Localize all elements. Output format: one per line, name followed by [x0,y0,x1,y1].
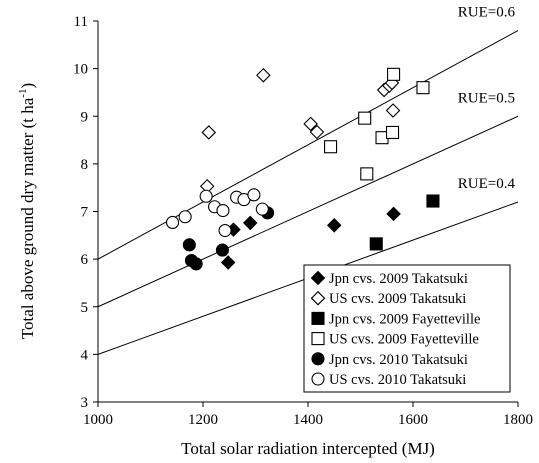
data-point [220,255,236,270]
y-tick-label: 4 [81,347,89,363]
legend-label: US cvs. 2010 Takatsuki [329,372,466,388]
data-point [369,237,383,251]
data-point [247,188,261,202]
legend-marker [311,311,325,325]
series-us-cvs-2010-takatsuki [166,188,269,238]
y-tick-label: 9 [81,109,89,125]
x-tick-label: 1800 [503,412,533,428]
y-axis-title-main: Total above ground dry matter (t ha [18,97,37,339]
y-axis-title-sup: -1 [17,89,29,98]
data-point [178,210,192,224]
x-tick-label: 1400 [293,412,323,428]
data-point [199,189,213,203]
data-point [218,224,232,238]
data-point [201,125,217,140]
data-point [242,215,258,231]
y-tick-label: 7 [81,205,89,221]
y-tick-label: 6 [81,252,89,268]
y-tick-label: 3 [81,395,89,411]
data-point [166,215,180,230]
legend-marker [311,352,325,366]
legend-label: US cvs. 2009 Takatsuki [329,291,466,307]
y-tick-label: 5 [81,300,89,316]
data-point [324,140,338,154]
legend-label: US cvs. 2009 Fayetteville [329,332,479,348]
legend-label: Jpn cvs. 2010 Takatsuki [329,352,468,368]
data-point [255,202,269,216]
rue-line-label: RUE=0.6 [458,5,516,21]
data-point [215,243,229,257]
legend-label: Jpn cvs. 2009 Fayetteville [329,311,480,327]
legend-label: Jpn cvs. 2009 Takatsuki [329,271,468,287]
x-tick-label: 1000 [83,412,113,428]
series-jpn-cvs-2009-fayetteville [369,194,440,251]
x-axis-title: Total solar radiation intercepted (MJ) [181,439,435,458]
data-point [182,238,196,252]
data-point [386,206,401,222]
data-point [385,125,400,139]
y-tick-label: 8 [81,157,89,173]
legend-marker [311,372,325,386]
data-point [426,194,440,208]
data-point [309,124,325,140]
y-axis-title: Total above ground dry matter (t ha-1) [17,83,37,339]
series-jpn-cvs-2010-takatsuki [182,206,275,271]
data-point [326,218,342,233]
legend-marker [310,290,326,306]
rue-line-label: RUE=0.4 [458,176,516,192]
y-tick-label: 11 [74,14,88,30]
data-points [166,67,440,271]
y-axis-title-close: ) [18,83,37,89]
rue-line-rue-0-5 [97,115,519,308]
x-tick-label: 1600 [398,412,428,428]
legend-box [303,264,511,393]
data-point [360,167,374,181]
data-point [303,116,318,132]
legend-marker [311,332,325,346]
axis-ticks: 1000 1200 1400 1600 1800 3 4 5 6 7 8 9 10 11 [73,14,533,428]
data-point [256,68,271,83]
plot-area: RUE=0.6 RUE=0.5 RUE=0.4 1000 1200 1400 1600 18… [73,5,533,428]
data-point [416,81,430,95]
legend: Jpn cvs. 2009 Takatsuki US cvs. 2009 Taka… [303,264,511,393]
legend-marker [310,270,326,286]
data-point [358,111,372,125]
rue-line-label: RUE=0.5 [458,90,515,106]
y-tick-label: 10 [73,62,88,78]
data-point [387,67,401,81]
x-tick-label: 1200 [188,412,218,428]
data-point [189,257,203,271]
series-us-cvs-2009-fayetteville [324,67,430,181]
data-point [385,103,401,118]
data-point [216,203,230,218]
